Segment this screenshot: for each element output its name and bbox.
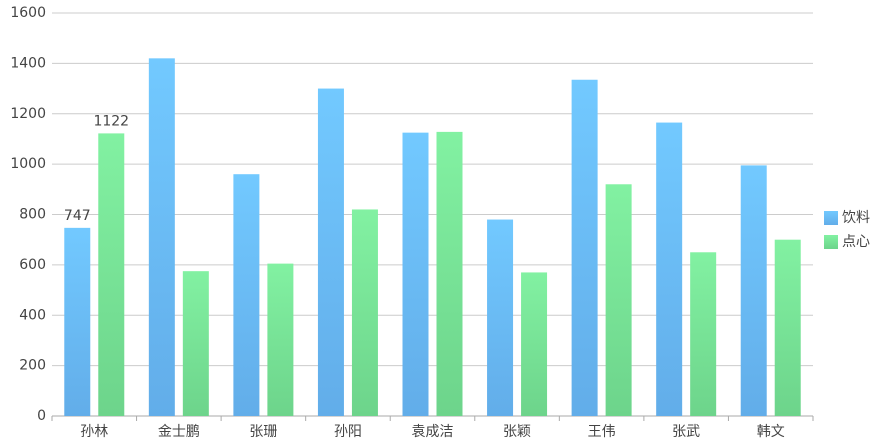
x-tick-label: 王伟 (588, 424, 616, 440)
bar (571, 79, 598, 416)
x-tick-label: 孙林 (80, 424, 108, 440)
bar (317, 88, 344, 416)
x-tick-label: 张珊 (249, 424, 277, 440)
bar (656, 122, 683, 417)
bar (351, 209, 378, 416)
x-tick-label: 孙阳 (334, 424, 362, 440)
legend-label: 饮料 (842, 210, 870, 226)
y-tick-label: 800 (19, 207, 46, 223)
bar (740, 165, 767, 416)
y-tick-label: 200 (19, 358, 46, 374)
y-tick-label: 1400 (10, 55, 46, 71)
bar (690, 252, 717, 416)
bar (487, 219, 514, 416)
data-label: 747 (64, 208, 91, 224)
x-tick-label: 韩文 (757, 424, 785, 440)
x-tick-label: 张武 (672, 424, 700, 440)
bar (521, 272, 548, 416)
bar (148, 58, 175, 417)
bar (774, 239, 801, 416)
legend-label: 点心 (842, 234, 870, 250)
x-tick-label: 袁成洁 (412, 424, 454, 440)
data-label: 1122 (93, 113, 129, 129)
y-tick-label: 400 (19, 307, 46, 323)
bar (98, 133, 125, 417)
bar (233, 174, 260, 416)
y-tick-label: 600 (19, 257, 46, 273)
bar (267, 263, 294, 416)
y-tick-label: 0 (37, 408, 46, 424)
legend-swatch (824, 211, 838, 225)
bar (64, 227, 91, 416)
bar (605, 184, 632, 416)
x-tick-label: 张颖 (503, 424, 531, 440)
bar (402, 132, 429, 416)
bar (182, 271, 209, 416)
y-tick-label: 1200 (10, 106, 46, 122)
legend-swatch (824, 235, 838, 249)
y-tick-label: 1600 (10, 5, 46, 21)
y-tick-label: 1000 (10, 156, 46, 172)
bar (436, 131, 463, 416)
x-tick-label: 金士鹏 (158, 424, 200, 440)
